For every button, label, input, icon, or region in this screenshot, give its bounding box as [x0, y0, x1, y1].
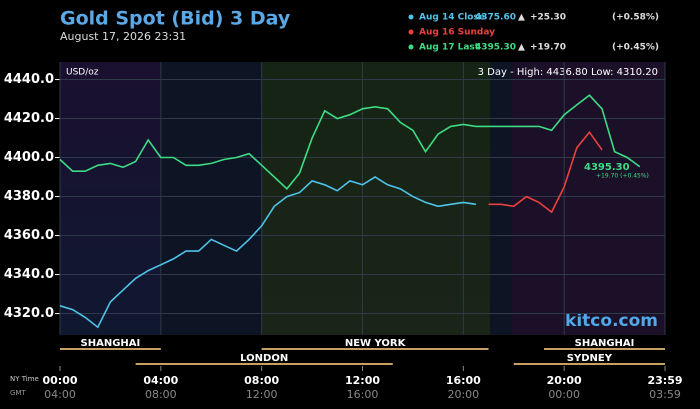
y-tick-label: 4420.0	[4, 111, 54, 126]
x-tick-label: 04:00	[143, 374, 178, 387]
legend-marker	[408, 14, 414, 20]
session-label: SYDNEY	[567, 353, 613, 364]
x2-tick-label: 08:00	[145, 388, 177, 401]
x2-tick-label: 12:00	[246, 388, 278, 401]
x2-tick-label: 04:00	[44, 388, 76, 401]
last-price: 4395.30	[584, 162, 630, 173]
session-label: LONDON	[240, 353, 288, 364]
x-tick-label: 08:00	[244, 374, 279, 387]
legend-name: Aug 16 Sunday	[419, 28, 495, 38]
y-tick-label: 4320.0	[4, 306, 54, 321]
x-axis-label: NY Time	[10, 375, 39, 383]
legend-arrow: ▲	[518, 43, 525, 53]
x2-tick-label: 20:00	[447, 388, 479, 401]
legend-arrow: ▲	[518, 13, 525, 23]
y-tick-label: 4400.0	[4, 150, 54, 165]
chart-title: Gold Spot (Bid) 3 Day	[60, 8, 291, 30]
x-tick-label: 16:00	[446, 374, 481, 387]
last-change: +19.70 (+0.45%)	[596, 173, 649, 180]
legend-name: Aug 17 Last	[419, 43, 480, 53]
x-tick-label: 23:59	[647, 374, 682, 387]
x-tick-label: 00:00	[42, 374, 77, 387]
x2-tick-label: 00:00	[548, 388, 580, 401]
x-tick-label: 20:00	[547, 374, 582, 387]
legend-marker	[408, 29, 414, 35]
session-shade	[262, 62, 490, 335]
legend-name: Aug 14 Close	[419, 13, 485, 23]
legend-change-pct: (+0.45%)	[612, 43, 659, 53]
session-label: SHANGHAI	[81, 338, 141, 349]
x2-tick-label: 03:59	[649, 388, 681, 401]
session-shade	[512, 62, 665, 335]
range-text: 3 Day - High: 4436.80 Low: 4310.20	[478, 67, 658, 78]
series-line	[59, 94, 641, 190]
session-shade	[60, 62, 160, 335]
legend-change: +25.30	[530, 13, 566, 23]
y-tick-label: 4360.0	[4, 228, 54, 243]
unit-label: USD/oz	[66, 68, 99, 78]
legend-change-pct: (+0.58%)	[612, 13, 659, 23]
x2-axis-label: GMT	[10, 389, 26, 397]
series-line	[59, 176, 477, 329]
legend-price: 4395.30	[475, 43, 516, 53]
y-tick-label: 4380.0	[4, 189, 54, 204]
y-tick-label: 4440.0	[4, 72, 54, 87]
session-label: SHANGHAI	[575, 338, 635, 349]
legend-change: +19.70	[530, 43, 566, 53]
series-line	[488, 130, 603, 214]
legend-price: 4375.60	[475, 13, 516, 23]
x-tick-label: 12:00	[345, 374, 380, 387]
brand: kitco.com	[565, 311, 658, 331]
legend-marker	[408, 44, 414, 50]
x2-tick-label: 16:00	[347, 388, 379, 401]
chart-subtitle: August 17, 2026 23:31	[60, 30, 186, 43]
session-label: NEW YORK	[345, 338, 407, 349]
y-tick-label: 4340.0	[4, 267, 54, 282]
